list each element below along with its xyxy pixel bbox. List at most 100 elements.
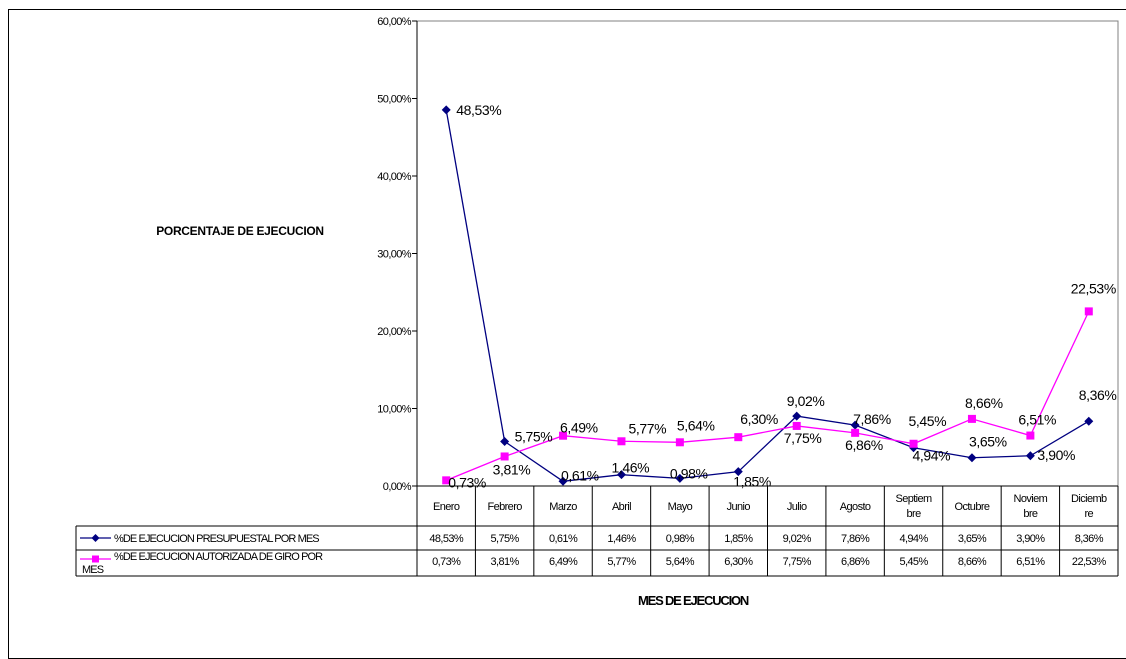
data-label: 3,65% bbox=[969, 434, 1007, 450]
table-value: 3,65% bbox=[958, 533, 987, 545]
data-label: 0,61% bbox=[561, 467, 599, 483]
data-point bbox=[617, 437, 626, 446]
legend-marker bbox=[92, 555, 99, 563]
y-tick-label: 30,00% bbox=[377, 249, 412, 261]
table-value: 1,46% bbox=[607, 533, 636, 545]
x-tick-label: Agosto bbox=[840, 501, 871, 513]
table-value: 5,45% bbox=[899, 556, 928, 568]
table-value: 3,81% bbox=[491, 556, 520, 568]
data-label: 0,73% bbox=[448, 474, 486, 490]
table-value: 6,49% bbox=[549, 556, 578, 568]
x-tick-label: Noviem bbox=[1014, 493, 1048, 505]
data-label: 6,51% bbox=[1018, 412, 1056, 428]
data-point bbox=[442, 476, 451, 485]
data-label: 6,30% bbox=[740, 411, 778, 427]
data-label: 3,90% bbox=[1037, 447, 1075, 463]
x-tick-label: Mayo bbox=[668, 501, 693, 513]
data-point bbox=[616, 470, 626, 480]
series-line bbox=[445, 311, 1090, 481]
table-value: 1,85% bbox=[724, 533, 753, 545]
x-tick-label: Septiem bbox=[895, 493, 932, 505]
data-label: 4,94% bbox=[913, 448, 951, 464]
data-point bbox=[675, 473, 685, 483]
y-tick-label: 10,00% bbox=[377, 404, 412, 416]
table-value: 5,77% bbox=[607, 556, 636, 568]
y-tick-label: 50,00% bbox=[377, 94, 412, 106]
x-tick-label: Marzo bbox=[549, 501, 577, 513]
series-line bbox=[445, 109, 1090, 482]
data-label: 22,53% bbox=[1071, 280, 1116, 296]
table-value: 3,90% bbox=[1016, 533, 1045, 545]
y-tick-label: 20,00% bbox=[377, 326, 412, 338]
y-axis-title: PORCENTAJE DE EJECUCION bbox=[156, 224, 324, 238]
table-value: 0,61% bbox=[549, 533, 578, 545]
data-label: 5,77% bbox=[628, 420, 666, 436]
data-label: 48,53% bbox=[456, 102, 501, 118]
table-value: 7,86% bbox=[841, 533, 870, 545]
data-label: 8,36% bbox=[1079, 387, 1117, 403]
table-value: 4,94% bbox=[899, 533, 928, 545]
data-label: 0,98% bbox=[670, 465, 708, 481]
data-label: 1,85% bbox=[733, 474, 771, 490]
data-point bbox=[1025, 451, 1035, 461]
data-point bbox=[734, 433, 743, 442]
data-point bbox=[500, 452, 509, 461]
data-label: 6,49% bbox=[560, 420, 598, 436]
legend-label: %DE EJECUCION PRESUPUESTAL POR MES bbox=[114, 533, 319, 545]
y-tick-label: 40,00% bbox=[377, 171, 412, 183]
data-point bbox=[733, 467, 743, 477]
x-tick-label: bre bbox=[1023, 508, 1038, 520]
legend-label: MES bbox=[82, 564, 104, 576]
data-point bbox=[850, 420, 860, 430]
data-point bbox=[967, 453, 977, 463]
data-point bbox=[792, 421, 801, 430]
data-label: 5,75% bbox=[515, 428, 553, 444]
table-value: 0,73% bbox=[432, 556, 461, 568]
data-point bbox=[500, 436, 510, 446]
data-label: 6,86% bbox=[845, 437, 883, 453]
x-tick-label: Octubre bbox=[954, 501, 989, 513]
data-label: 8,66% bbox=[965, 395, 1003, 411]
x-tick-label: Enero bbox=[433, 501, 460, 513]
data-point bbox=[851, 428, 860, 437]
data-point bbox=[1026, 431, 1035, 440]
y-tick-label: 60,00% bbox=[377, 16, 412, 28]
legend-label: %DE EJECUCION AUTORIZADA DE GIRO POR bbox=[114, 551, 323, 563]
x-tick-label: Diciemb bbox=[1071, 493, 1107, 505]
x-tick-label: Abril bbox=[612, 501, 631, 513]
data-point bbox=[967, 414, 976, 423]
data-point bbox=[559, 431, 568, 440]
data-label: 5,45% bbox=[909, 413, 947, 429]
table-value: 9,02% bbox=[783, 533, 812, 545]
table-value: 48,53% bbox=[429, 533, 464, 545]
table-value: 8,36% bbox=[1075, 533, 1104, 545]
table-value: 8,66% bbox=[958, 556, 987, 568]
data-label: 7,75% bbox=[784, 430, 822, 446]
table-value: 6,86% bbox=[841, 556, 870, 568]
data-label: 7,86% bbox=[853, 411, 891, 427]
x-tick-label: Julio bbox=[787, 501, 807, 513]
data-label: 3,81% bbox=[493, 461, 531, 477]
x-axis-title: MES DE EJECUCION bbox=[638, 593, 749, 608]
x-tick-label: Febrero bbox=[487, 501, 522, 513]
x-tick-label: Junio bbox=[727, 501, 751, 513]
table-value: 5,64% bbox=[666, 556, 695, 568]
table-value: 6,51% bbox=[1016, 556, 1045, 568]
x-tick-label: bre bbox=[906, 508, 921, 520]
y-tick-label: 0,00% bbox=[383, 481, 412, 493]
table-value: 7,75% bbox=[783, 556, 812, 568]
legend-marker bbox=[91, 534, 100, 542]
data-label: 1,46% bbox=[611, 460, 649, 476]
table-value: 6,30% bbox=[724, 556, 753, 568]
data-point bbox=[1084, 307, 1093, 316]
data-point bbox=[558, 476, 568, 486]
data-label: 5,64% bbox=[677, 417, 715, 433]
x-tick-label: re bbox=[1084, 508, 1093, 520]
data-point bbox=[441, 105, 451, 115]
data-label: 9,02% bbox=[787, 393, 825, 409]
data-point bbox=[909, 439, 918, 448]
table-value: 5,75% bbox=[491, 533, 520, 545]
table-value: 22,53% bbox=[1072, 556, 1107, 568]
table-value: 0,98% bbox=[666, 533, 695, 545]
